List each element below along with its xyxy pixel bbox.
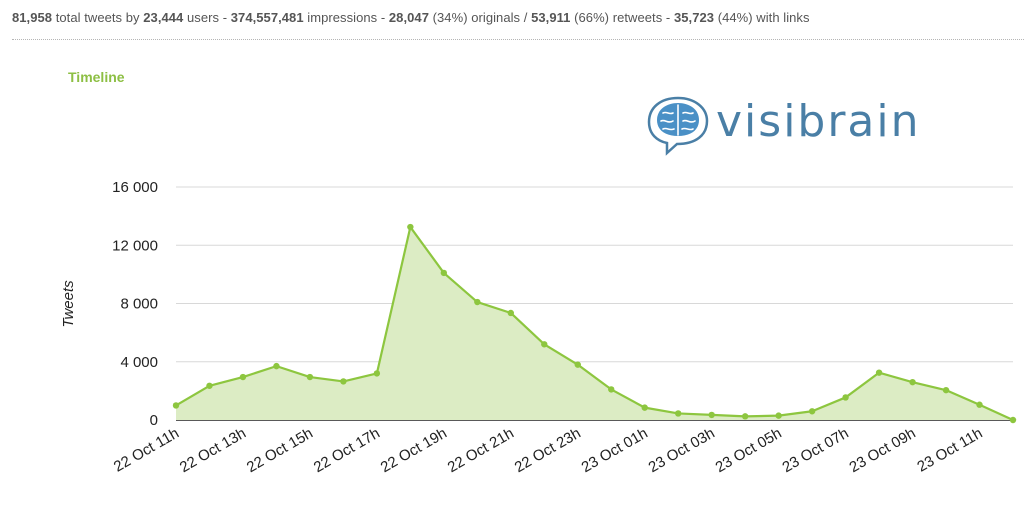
y-tick-label: 4 000: [120, 354, 158, 371]
data-point[interactable]: [474, 298, 481, 306]
x-tick-label: 22 Oct 23h: [512, 425, 584, 476]
visibrain-logo: visibrain: [645, 95, 919, 157]
impressions-count: 374,557,481: [230, 10, 304, 25]
y-tick-label: 12 000: [112, 237, 158, 254]
y-axis-ticks: 0 4 000 8 000 12 000 16 000: [112, 179, 158, 429]
data-point[interactable]: [206, 382, 213, 389]
stats-summary: 81,958 total tweets by 23,444 users - 37…: [12, 10, 810, 25]
data-point[interactable]: [808, 408, 816, 415]
impressions-label: impressions -: [307, 10, 386, 25]
series-area-fill: [176, 227, 1013, 420]
chart-points: [172, 223, 1017, 424]
y-axis-title: Tweets: [60, 280, 77, 328]
users-label: users -: [187, 10, 228, 25]
originals-label: (34%) originals /: [432, 10, 528, 25]
data-point[interactable]: [708, 411, 715, 419]
data-point[interactable]: [541, 341, 548, 348]
x-tick-label: 22 Oct 15h: [244, 425, 316, 476]
data-point[interactable]: [675, 410, 682, 417]
stats-divider: [12, 39, 1024, 40]
x-tick-label: 22 Oct 19h: [378, 425, 450, 476]
originals-count: 28,047: [388, 10, 429, 25]
x-tick-label: 22 Oct 11h: [111, 425, 182, 476]
x-tick-label: 23 Oct 11h: [914, 425, 985, 476]
data-point[interactable]: [942, 386, 950, 394]
section-title-timeline: Timeline: [68, 69, 125, 85]
total-tweets-count: 81,958: [12, 10, 53, 25]
y-tick-label: 8 000: [120, 296, 158, 313]
series-line: [175, 225, 1014, 422]
data-point[interactable]: [741, 413, 749, 420]
x-tick-label: 23 Oct 07h: [780, 425, 852, 476]
data-point[interactable]: [574, 361, 581, 368]
users-count: 23,444: [143, 10, 184, 25]
x-tick-label: 22 Oct 17h: [311, 425, 383, 476]
y-tick-label: 0: [150, 412, 158, 429]
data-point[interactable]: [373, 370, 381, 377]
data-point[interactable]: [407, 223, 414, 231]
data-point[interactable]: [842, 394, 849, 401]
data-point[interactable]: [239, 373, 247, 381]
data-point[interactable]: [340, 378, 347, 385]
data-point[interactable]: [1009, 416, 1017, 424]
x-tick-label: 23 Oct 01h: [579, 425, 651, 476]
data-point[interactable]: [775, 412, 782, 419]
retweets-count: 53,911: [531, 10, 571, 25]
chart-area-layer: [175, 225, 1014, 422]
data-point[interactable]: [909, 378, 916, 386]
data-point[interactable]: [641, 404, 648, 411]
retweets-label: (66%) retweets -: [574, 10, 671, 25]
data-point[interactable]: [875, 369, 883, 376]
data-point[interactable]: [608, 386, 615, 393]
x-tick-label: 23 Oct 03h: [646, 425, 718, 476]
x-tick-label: 23 Oct 09h: [847, 425, 919, 476]
data-point[interactable]: [507, 309, 514, 317]
data-point[interactable]: [172, 402, 180, 409]
data-point[interactable]: [273, 362, 280, 370]
x-tick-label: 22 Oct 21h: [445, 425, 517, 476]
x-tick-label: 22 Oct 13h: [177, 425, 249, 476]
brain-speech-bubble-icon: [647, 96, 709, 156]
links-count: 35,723: [673, 10, 715, 25]
data-point[interactable]: [440, 269, 448, 277]
logo-wordmark: visibrain: [716, 96, 921, 147]
links-label: (44%) with links: [717, 10, 810, 25]
total-tweets-label: total tweets by: [55, 10, 140, 25]
data-point[interactable]: [306, 373, 314, 381]
data-point[interactable]: [976, 401, 983, 408]
y-tick-label: 16 000: [112, 179, 158, 196]
x-tick-label: 23 Oct 05h: [713, 425, 785, 476]
